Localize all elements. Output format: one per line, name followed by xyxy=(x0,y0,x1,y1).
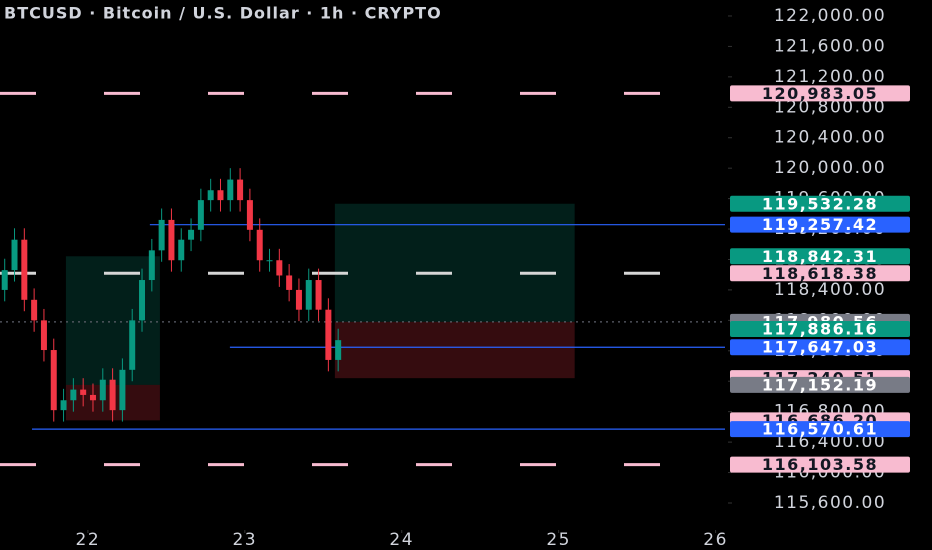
price-label: 118,842.31 xyxy=(762,247,878,266)
candle-body xyxy=(60,400,67,411)
candle-body xyxy=(99,379,106,401)
candle-body xyxy=(207,190,214,201)
candle-body xyxy=(276,260,283,276)
price-label: 119,532.28 xyxy=(762,194,878,213)
candle-body xyxy=(256,229,263,261)
y-tick-label: 120,800.00 xyxy=(774,97,886,117)
price-label-box xyxy=(730,195,910,212)
candle-body xyxy=(158,219,165,251)
price-label-box xyxy=(730,248,910,265)
background-layer xyxy=(0,15,732,533)
chart-title: BTCUSD · Bitcoin / U.S. Dollar · 1h · CR… xyxy=(4,4,442,23)
y-tick-label: 115,600.00 xyxy=(774,493,886,513)
price-label-box xyxy=(730,321,910,338)
x-tick-label: 22 xyxy=(76,530,101,550)
y-tick-label: 121,200.00 xyxy=(774,67,886,87)
candle-body xyxy=(40,320,47,351)
candle-body xyxy=(246,200,253,230)
candle-body xyxy=(148,250,155,281)
candle-body xyxy=(168,219,175,261)
candle-body xyxy=(178,239,185,261)
price-label-box xyxy=(730,216,910,233)
candle-body xyxy=(70,389,77,401)
price-label-box xyxy=(730,339,910,356)
candle-body xyxy=(197,200,204,230)
candle-body xyxy=(119,369,126,411)
candle-body xyxy=(227,179,234,201)
candle-body xyxy=(129,320,136,370)
y-tick-label: 122,000.00 xyxy=(774,6,886,26)
candle-body xyxy=(21,239,28,300)
candle-body xyxy=(217,190,224,201)
profit-zone xyxy=(65,256,160,385)
candle-body xyxy=(266,260,273,262)
candle-body xyxy=(305,280,312,310)
candle-body xyxy=(188,229,195,240)
candle-body xyxy=(50,350,57,411)
price-label-box xyxy=(730,85,910,102)
y-tick-label: 120,400.00 xyxy=(774,128,886,148)
price-label: 119,257.42 xyxy=(762,215,878,234)
candle-body xyxy=(286,275,293,290)
candle-body xyxy=(237,179,244,201)
candle-body xyxy=(325,309,332,360)
candle-body xyxy=(335,340,342,360)
x-tick-label: 26 xyxy=(703,530,728,550)
candle-body xyxy=(109,379,116,411)
loss-zone xyxy=(334,321,575,379)
price-label: 118,618.38 xyxy=(762,264,878,283)
price-label: 117,886.16 xyxy=(762,320,878,339)
price-label: 117,152.19 xyxy=(762,375,878,394)
candle-body xyxy=(11,239,18,271)
candle-body xyxy=(315,280,322,310)
price-label: 120,983.05 xyxy=(762,84,878,103)
profit-zone xyxy=(334,203,575,322)
y-tick-label: 118,400.00 xyxy=(774,280,886,300)
y-tick-label: 120,000.00 xyxy=(774,158,886,178)
y-tick-label: 121,600.00 xyxy=(774,36,886,56)
candle-body xyxy=(139,280,146,321)
x-tick-label: 24 xyxy=(389,530,414,550)
candle-body xyxy=(1,270,8,290)
candle-body xyxy=(80,389,87,395)
price-label-box xyxy=(730,456,910,473)
x-tick-label: 25 xyxy=(546,530,571,550)
candle-body xyxy=(31,299,38,321)
price-label: 117,647.03 xyxy=(762,338,878,357)
price-label: 116,570.61 xyxy=(762,420,878,439)
price-label-box xyxy=(730,376,910,393)
price-label-box xyxy=(730,421,910,438)
price-label: 116,103.58 xyxy=(762,455,878,474)
candle-body xyxy=(295,289,302,310)
x-tick-label: 23 xyxy=(232,530,257,550)
candle-body xyxy=(89,394,96,401)
price-label-box xyxy=(730,265,910,282)
